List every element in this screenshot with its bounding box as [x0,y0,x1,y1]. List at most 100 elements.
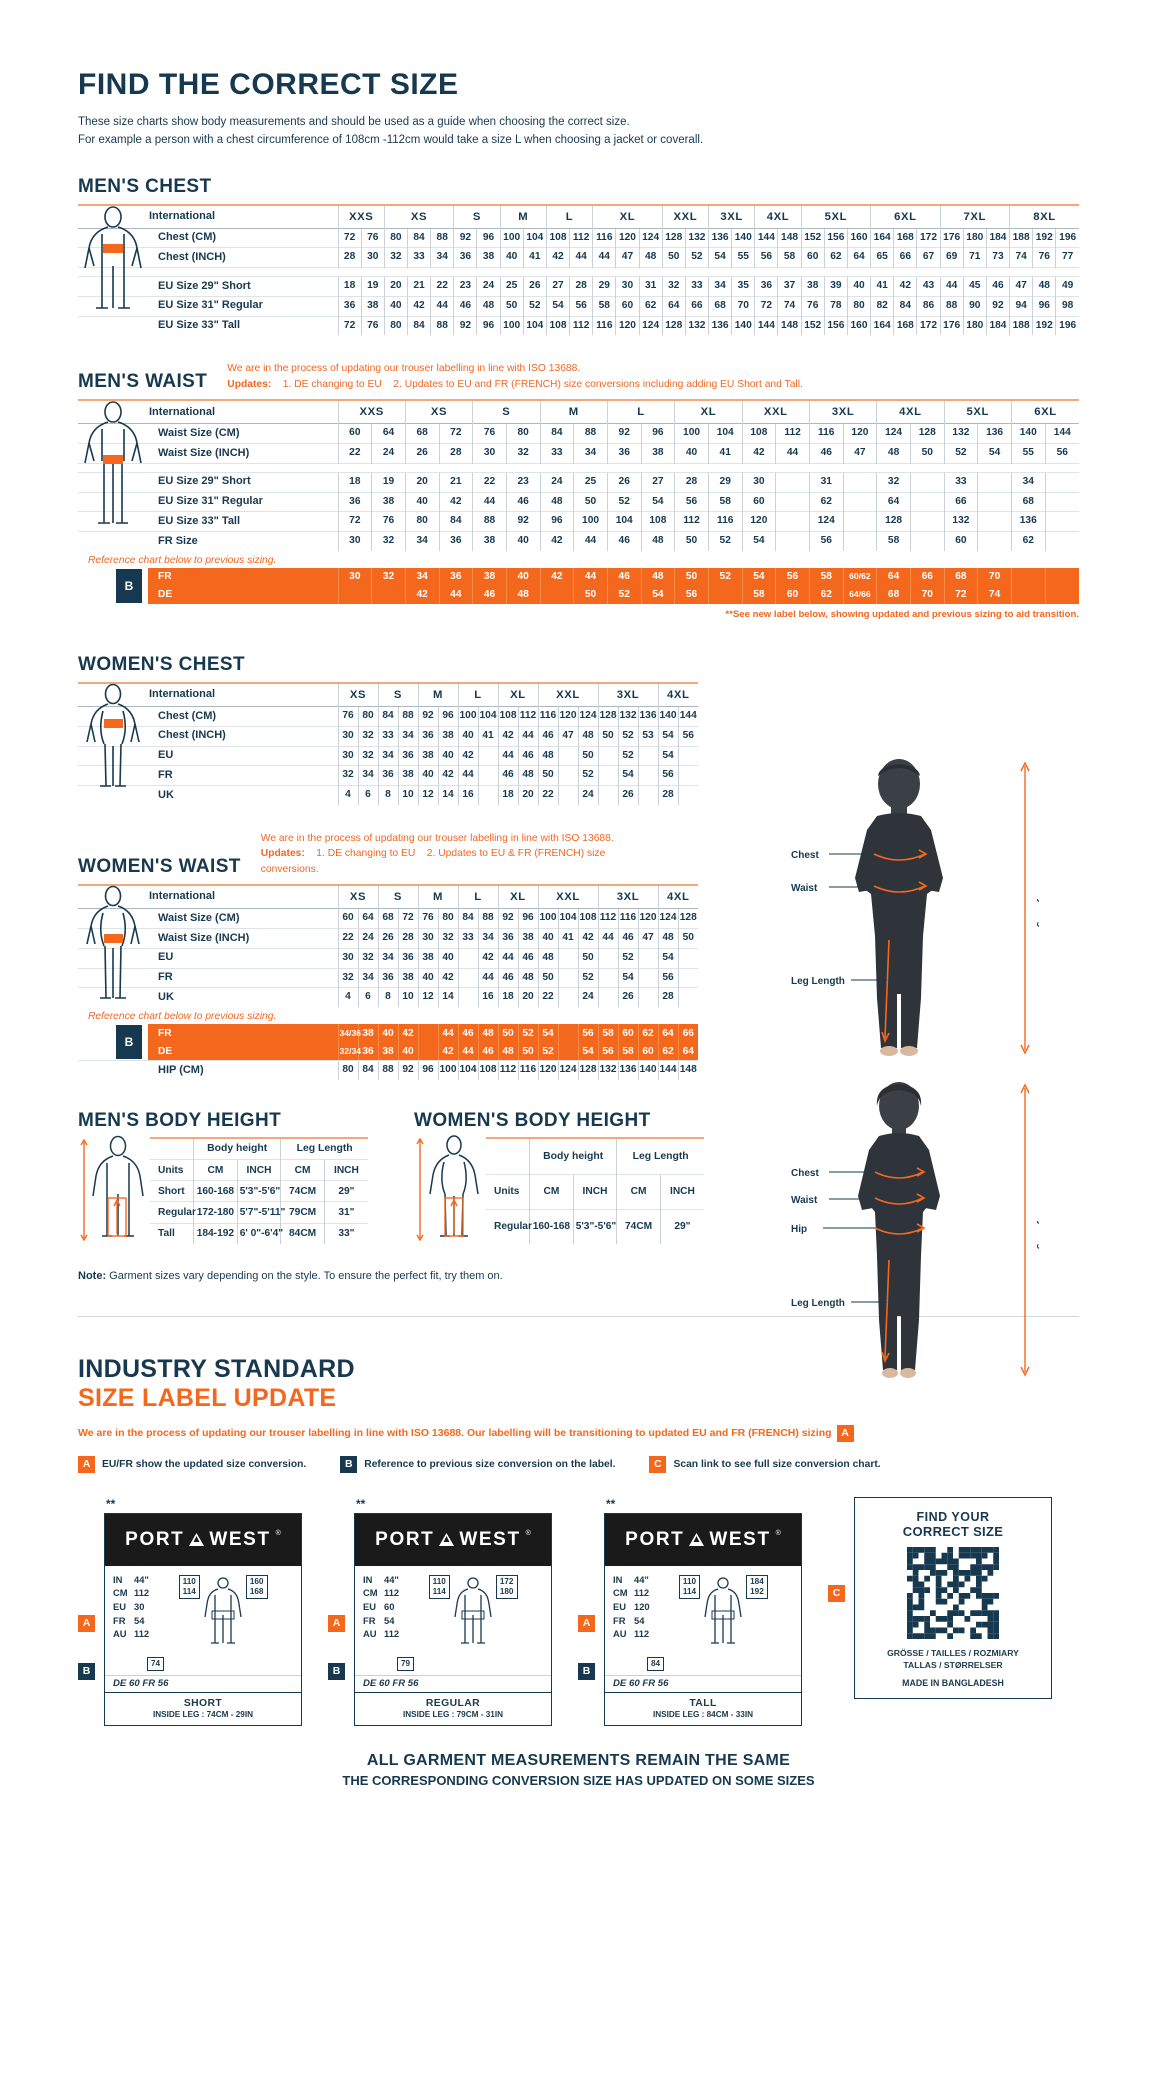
spec-value: 54 [134,1614,145,1626]
size-header-s: S [377,884,418,909]
value-cell: 124 [638,227,663,248]
value-cell: 36 [397,947,418,968]
value-cell: 67 [916,247,941,268]
value-cell: 64 [876,491,911,512]
section-divider [78,1315,1079,1317]
value-cell: 36 [606,443,642,464]
value-cell: 46 [505,491,541,512]
value-cell: 56 [674,491,709,512]
value-cell: 64 [357,908,378,929]
value-cell: 68 [707,295,732,317]
reference-value-cell: 36 [438,567,473,586]
value-cell: 35 [731,276,755,297]
value-cell: 44 [573,531,608,551]
figure-spacer [78,765,148,786]
value-cell: 128 [677,908,698,929]
value-cell: 148 [677,1059,698,1080]
reference-value-cell: 42 [539,567,574,586]
value-cell: 176 [939,315,964,336]
value-cell: 136 [707,227,732,248]
table-row: Chest (CM) 76 80 84 88 92 96 100 104 108 112 116 120… [78,706,698,727]
value-cell: 92 [985,295,1010,317]
value-cell: 156 [823,227,848,248]
table-row: UK 4 6 8 10 12 14 16 18 20 22 24 26 28 [78,987,698,1007]
reference-row-label: FR [148,1024,338,1042]
value-cell: 71 [962,247,987,268]
value-cell: 100 [499,227,524,248]
figure-spacer [78,203,148,229]
bh-value: 74CM [616,1208,661,1244]
value-cell: 50 [909,443,945,464]
qr-code-icon[interactable] [907,1546,999,1639]
spec-key: IN [113,1573,123,1585]
value-cell: 96 [417,1059,438,1080]
bh-header-inch: INCH [659,1173,704,1210]
badge-b: B [116,1025,142,1059]
reference-row: B FR 30 32 34 36 38 40 42 44 46 48 50 52 54 56 58 60/62 64… [78,567,1079,604]
value-cell: 41 [522,247,547,268]
value-cell: 38 [397,967,418,988]
value-cell: 38 [397,765,418,786]
table-row: EU Size 33" Tall 72 76 80 84 88 92 96 100 104 108 1… [78,511,1079,532]
value-cell: 48 [638,247,663,268]
value-cell: 4 [337,785,358,805]
size-header-4xl: 4XL [754,203,802,229]
value-cell: 104 [606,511,642,532]
table-row: EU Size 29" Short 18 19 20 21 22 23 24 25 26 27 28 2… [78,276,1079,297]
label-footer: SHORT INSIDE LEG : 74CM - 29IN [105,1692,301,1725]
figure-spacer [78,247,148,268]
reference-value-cell: 58 [597,1024,618,1042]
value-cell: 188 [1009,227,1033,248]
mens-waist-note-line1: We are in the process of updating our tr… [227,363,581,375]
table-row: Chest (INCH) 28 30 32 33 34 36 38 40 41 42 44 44 47 48… [78,247,1079,268]
reference-value-cell [417,1024,438,1042]
value-cell: 112 [674,511,709,532]
value-cell: 38 [417,947,438,968]
table-row: Waist Size (CM) 60 64 68 72 76 80 84 88 92 96 100 10… [78,423,1079,444]
reference-value-cell: 40 [377,1024,398,1042]
value-cell: 132 [684,227,709,248]
value-cell: 36 [417,725,438,747]
value-cell [557,967,578,988]
closing-line-1: ALL GARMENT MEASUREMENTS REMAIN THE SAME [366,1752,791,1769]
value-cell: 140 [637,1059,658,1080]
value-cell [637,745,658,766]
label-figure: 110 114 172 180 [403,1573,543,1649]
reference-value-cell: 48 [477,1024,498,1042]
value-cell: 116 [592,315,616,336]
size-header-xxl: XXL [661,203,709,229]
size-header-6xl: 6XL [870,203,941,229]
value-cell: 184 [985,315,1010,336]
table-header-row: International XS S M L XL XXL 3XL 4XL [78,681,698,707]
row-label: HIP (CM) [148,1059,338,1080]
value-cell: 33 [377,725,398,747]
value-cell [842,491,877,512]
value-cell [457,987,478,1007]
reference-value-cell: 52 [606,585,642,604]
table-row: EU Size 33" Tall 72 76 80 84 88 92 96 100 104 108 1… [78,315,1079,336]
value-cell: 42 [497,725,518,747]
value-cell: 10 [397,785,418,805]
size-header-xl: XL [674,399,743,424]
reference-value-cell [337,585,372,604]
value-cell: 56 [657,765,678,786]
mens-body-height-title: MEN'S BODY HEIGHT [78,1109,282,1131]
value-cell: 26 [617,785,638,805]
reference-value-cell: 62 [657,1042,678,1060]
value-cell [597,785,618,805]
value-cell: 40 [404,491,440,512]
row-label: EU Size 33" Tall [148,315,338,336]
value-cell: 33 [406,247,431,268]
value-cell: 30 [615,276,640,297]
qr-card[interactable]: FIND YOUR CORRECT SIZE GRÖSSE / TAILLES / … [854,1496,1052,1699]
value-cell: 34 [430,247,454,268]
value-cell: 100 [537,908,558,929]
value-cell: 76 [360,315,385,336]
qr-card-wrap: C FIND YOUR CORRECT SIZE GRÖSSE / TAILLES /… [828,1496,1052,1699]
value-cell: 44 [457,765,478,786]
value-cell: 84 [406,315,431,336]
mens-waist-note: We are in the process of updating our tr… [227,361,1079,393]
male-leg-length-label: Leg Length [791,976,845,987]
value-cell: 84 [377,706,398,727]
value-cell: 29 [592,276,616,297]
